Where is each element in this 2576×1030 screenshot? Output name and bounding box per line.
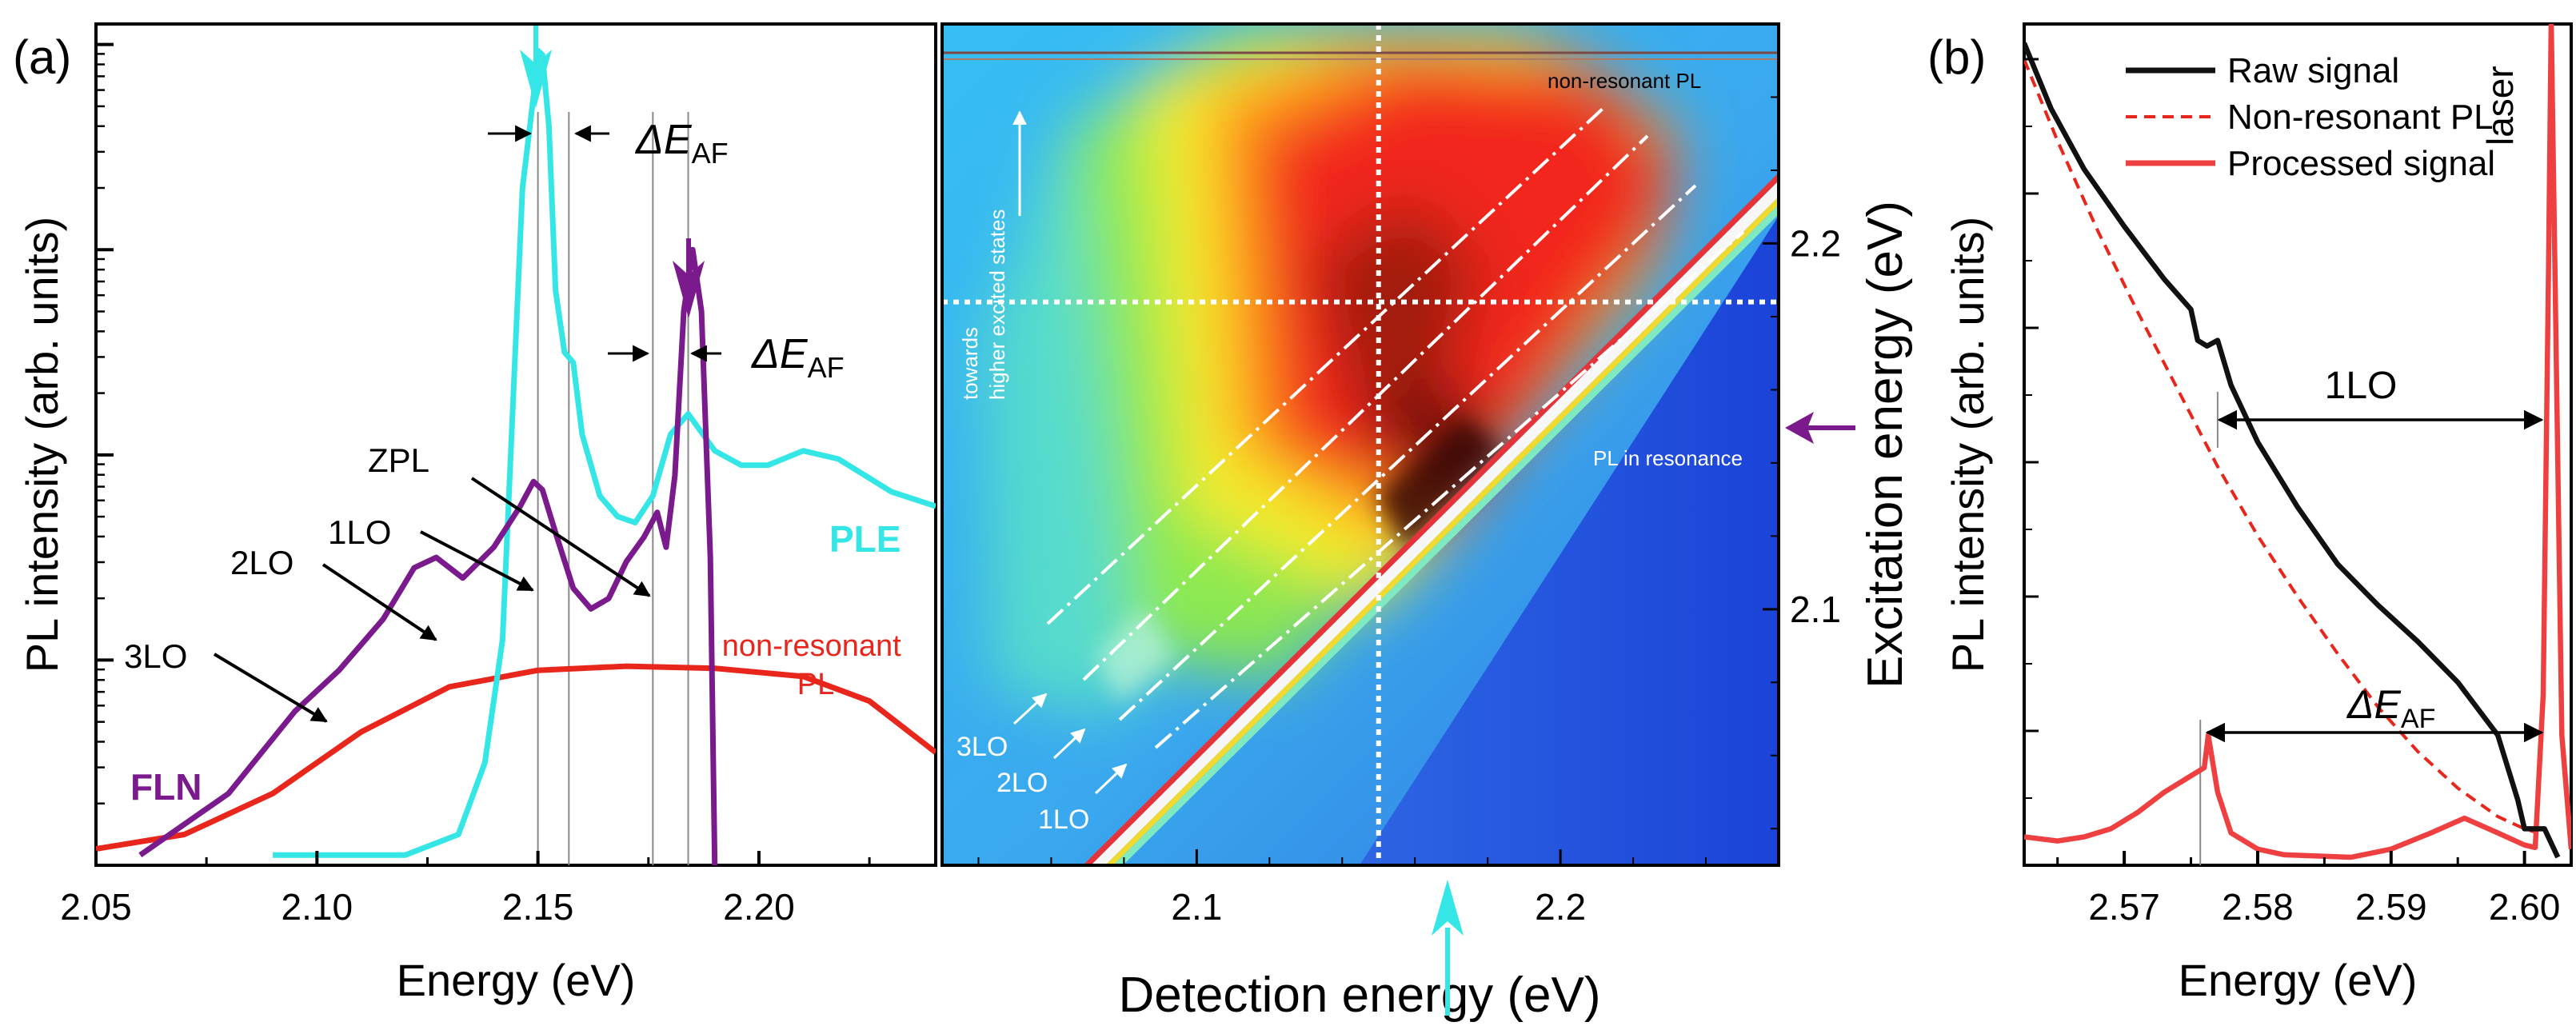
- panel-b-ylabel: PL intensity (arb. units): [1943, 217, 1993, 673]
- towards-label-line1: towards: [958, 327, 982, 400]
- arrow-3lo: [213, 653, 328, 723]
- replica-arrow-3lo: [1012, 693, 1048, 725]
- fln-arrow: [673, 238, 705, 318]
- colormap-ylabel: Excitation energy (eV): [1858, 201, 1913, 689]
- panel-a-spectra: (a) 2.05 2.10 2.15 2.20 Energy (eV) PL inte…: [13, 22, 937, 1005]
- x-tick-label: 2.15: [502, 886, 574, 928]
- x-tick-label: 2.2: [1535, 886, 1586, 928]
- series-non-resonant-pl: [2024, 58, 2538, 835]
- replica-label-3lo: 3LO: [957, 732, 1008, 762]
- x-tick-label: 2.1: [1171, 886, 1222, 928]
- detection-energy-arrow: [1432, 880, 1464, 1016]
- legend-entry: Processed signal: [2227, 144, 2495, 183]
- delta-eaf-label-1: ΔEAF: [634, 117, 729, 170]
- replica-arrow-1lo: [1094, 763, 1128, 795]
- y-tick-label: 2.2: [1790, 222, 1841, 264]
- y-tick-label: 2.1: [1790, 589, 1841, 630]
- peak-label-3lo: 3LO: [124, 637, 187, 675]
- peak-label-1lo: 1LO: [328, 513, 391, 551]
- arrow-1lo: [420, 530, 534, 592]
- fln-label: FLN: [130, 766, 202, 808]
- panel-a-ticks: 2.05 2.10 2.15 2.20: [60, 42, 871, 928]
- pl-in-resonance-label: PL in resonance: [1593, 446, 1743, 470]
- phonon-replica-line: [1082, 134, 1649, 681]
- laser-label: laser: [2479, 66, 2521, 146]
- x-tick-label: 2.20: [723, 886, 795, 928]
- panel-a-colormap: 2.1 2.2 2.1 2.2 non-resonant PL PL in reson…: [941, 22, 1913, 1023]
- peak-label-2lo: 2LO: [230, 544, 294, 581]
- x-tick-label: 2.05: [60, 886, 132, 928]
- nonres-label-line2: PL: [797, 668, 834, 701]
- phonon-replica-line: [1118, 184, 1697, 721]
- colormap-ticks: 2.1 2.2 2.1 2.2: [977, 96, 1841, 928]
- replica-label-1lo: 1LO: [1038, 804, 1089, 835]
- panel-a-marker-lines: [537, 112, 689, 865]
- panel-a-ylabel: PL intensity (arb. units): [17, 217, 67, 673]
- delta-eaf-label-2: ΔEAF: [750, 331, 845, 384]
- colormap-image: [942, 24, 1779, 865]
- panel-b: (b) 2.57 2.58 2.59 2.60 Raw signal Non-reson…: [1927, 22, 2573, 1005]
- panel-b-series: [2024, 24, 2571, 860]
- x-tick-label: 2.58: [2222, 886, 2294, 928]
- lo-bracket-label: 1LO: [2325, 365, 2398, 407]
- panel-label-b: (b): [1927, 30, 1986, 84]
- x-tick-label: 2.57: [2088, 886, 2160, 928]
- peak-label-zpl: ZPL: [368, 441, 429, 479]
- excitation-energy-arrow: [1785, 412, 1855, 444]
- legend-entry: Non-resonant PL: [2227, 98, 2494, 137]
- panel-a-series: [96, 47, 936, 865]
- series-processed-signal: [2024, 24, 2571, 860]
- series-ple: [273, 47, 936, 858]
- x-tick-label: 2.10: [282, 886, 353, 928]
- nonresonant-pl-label: non-resonant PL: [1548, 69, 1701, 93]
- phonon-replica-line: [1046, 106, 1605, 625]
- legend-entry: Raw signal: [2227, 51, 2399, 90]
- colormap-phonon-lines: [1046, 106, 1745, 749]
- phonon-replica-line: [1154, 230, 1745, 749]
- x-tick-label: 2.59: [2355, 886, 2427, 928]
- panel-b-xlabel: Energy (eV): [2179, 955, 2418, 1005]
- arrow-2lo: [322, 563, 437, 641]
- series-non-resonant-pl: [96, 663, 936, 852]
- ple-label: PLE: [829, 518, 901, 560]
- colormap-frame: [941, 22, 1780, 867]
- panel-a-frame: [94, 22, 937, 867]
- delta-eaf-label-b: ΔEAF: [2346, 682, 2435, 734]
- panel-a-xlabel: Energy (eV): [397, 955, 636, 1005]
- nonres-label-line1: non-resonant: [722, 629, 901, 663]
- nonres-label: non-resonant PL: [722, 629, 910, 701]
- panel-b-legend: Raw signal Non-resonant PL Processed signa…: [2126, 51, 2495, 183]
- replica-label-2lo: 2LO: [996, 768, 1048, 798]
- panel-b-frame: [2023, 22, 2573, 867]
- colormap-xlabel: Detection energy (eV): [1118, 968, 1600, 1023]
- series-fln: [138, 246, 718, 865]
- arrow-zpl: [470, 477, 651, 597]
- towards-label-line2: higher excited states: [985, 210, 1009, 400]
- ple-arrow: [520, 26, 552, 108]
- colormap-crosshair: [942, 24, 1779, 865]
- series-raw-signal: [2024, 42, 2561, 859]
- panel-label-a: (a): [13, 30, 71, 84]
- x-tick-label: 2.60: [2489, 886, 2561, 928]
- replica-arrow-2lo: [1052, 728, 1086, 760]
- panel-b-ticks: 2.57 2.58 2.59 2.60: [2024, 58, 2561, 928]
